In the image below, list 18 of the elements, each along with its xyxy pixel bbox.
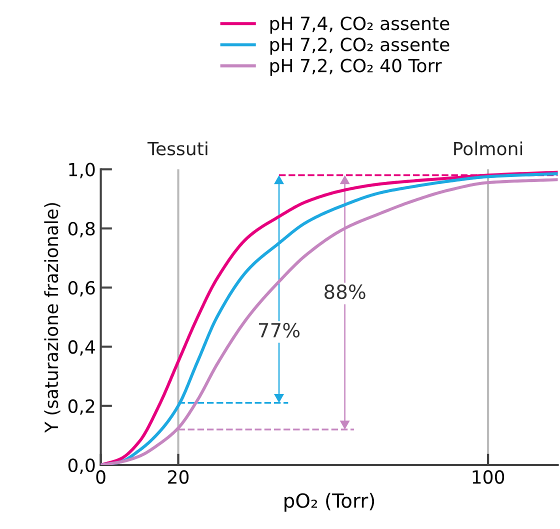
x-axis-title: pO₂ (Torr) (284, 492, 374, 512)
y-tick-label: 0,6 (68, 281, 95, 297)
annotation: 88% (324, 284, 366, 300)
ref-line-label: Polmoni (454, 141, 522, 156)
x-tick-label: 20 (168, 470, 189, 484)
y-tick-label: 0,2 (68, 399, 94, 415)
y-axis-title: Y (saturazione frazionale) (44, 203, 60, 433)
legend-label: pH 7,2, CO₂ 40 Torr (270, 58, 442, 76)
x-tick-label: 0 (96, 470, 106, 484)
x-tick-label: 100 (472, 470, 504, 484)
y-tick-label: 0,4 (68, 340, 95, 356)
legend-label: pH 7,4, CO₂ assente (270, 16, 450, 34)
annotation: 77% (259, 322, 300, 338)
y-tick-label: 0,8 (68, 222, 95, 238)
ref-line-label: Tessuti (147, 141, 208, 156)
y-tick-label: 1,0 (69, 162, 95, 178)
y-tick-label: 0,0 (68, 458, 95, 474)
legend-label: pH 7,2, CO₂ assente (270, 38, 450, 55)
